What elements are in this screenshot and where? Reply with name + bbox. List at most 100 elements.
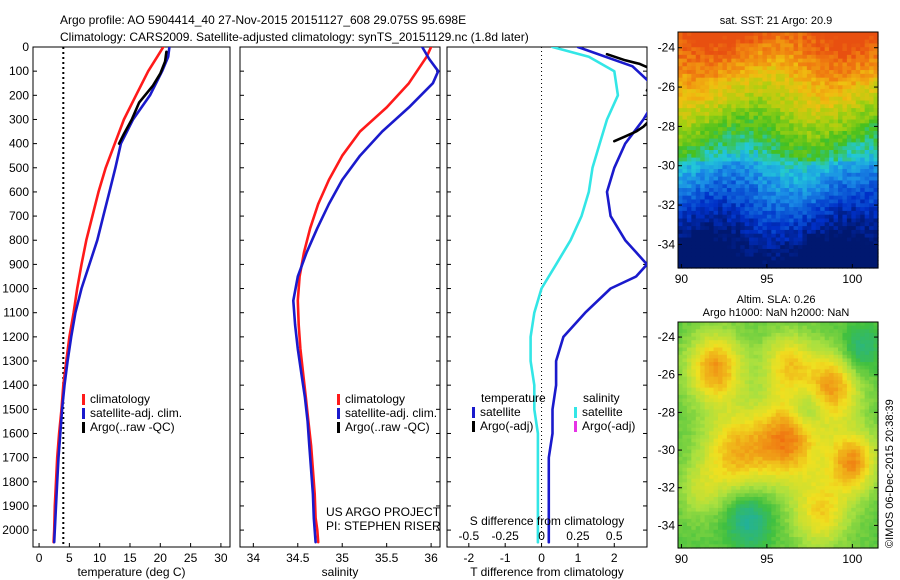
heatmap-cell <box>722 119 728 124</box>
heatmap-cell <box>829 104 835 109</box>
heatmap-cell <box>829 191 835 197</box>
heatmap-cell <box>838 62 844 67</box>
heatmap-cell <box>789 478 795 483</box>
heatmap-cell <box>793 108 799 113</box>
heatmap-cell <box>864 54 870 60</box>
heatmap-cell <box>780 123 786 128</box>
heatmap-cell <box>704 207 710 212</box>
heatmap-cell <box>691 104 697 109</box>
heatmap-cell <box>722 73 728 79</box>
heatmap-cell <box>806 54 812 60</box>
heatmap-cell <box>686 387 692 392</box>
heatmap-cell <box>762 453 768 458</box>
heatmap-cell <box>766 77 772 83</box>
heatmap-cell <box>762 438 768 443</box>
heatmap-cell <box>842 365 848 370</box>
heatmap-cell <box>753 111 759 117</box>
heatmap-cell <box>762 347 768 352</box>
heatmap-cell <box>775 365 781 370</box>
heatmap-cell <box>811 467 817 473</box>
heatmap-cell <box>802 92 808 98</box>
heatmap-cell <box>682 47 688 52</box>
heatmap-cell <box>726 85 732 90</box>
heatmap-cell <box>678 347 684 352</box>
heatmap-cell <box>726 256 732 261</box>
heatmap-cell <box>695 77 701 83</box>
heatmap-cell <box>740 445 746 451</box>
heatmap-cell <box>806 184 812 189</box>
heatmap-cell <box>700 96 706 102</box>
heatmap-cell <box>713 256 719 261</box>
heatmap-cell <box>793 73 799 79</box>
heatmap-cell <box>682 329 688 334</box>
heatmap-cell <box>678 229 684 235</box>
heatmap-cell <box>829 362 835 367</box>
heatmap-cell <box>846 424 852 429</box>
heatmap-cell <box>860 435 866 440</box>
heatmap-cell <box>686 195 692 201</box>
heatmap-cell <box>806 245 812 250</box>
heatmap-cell <box>784 413 790 418</box>
heatmap-cell <box>753 343 759 349</box>
heatmap-cell <box>682 445 688 451</box>
heatmap-cell <box>758 354 764 360</box>
heatmap-cell <box>802 260 808 265</box>
heatmap-cell <box>691 43 697 48</box>
heatmap-cell <box>758 245 764 250</box>
heatmap-cell <box>771 449 777 454</box>
heatmap-cell <box>842 123 848 128</box>
heatmap-cell <box>798 176 804 182</box>
heatmap-cell <box>855 449 861 454</box>
heatmap-cell <box>771 172 777 178</box>
heatmap-cell <box>740 256 746 261</box>
heatmap-cell <box>735 214 741 220</box>
heatmap-cell <box>731 387 737 392</box>
heatmap-cell <box>838 85 844 90</box>
heatmap-cell <box>838 354 844 360</box>
heatmap-cell <box>869 416 875 422</box>
heatmap-cell <box>855 119 861 124</box>
heatmap-cell <box>780 237 786 242</box>
heatmap-cell <box>869 51 875 56</box>
heatmap-cell <box>749 464 755 469</box>
heatmap-cell <box>780 365 786 370</box>
heatmap-cell <box>851 85 857 90</box>
heatmap-cell <box>873 383 879 389</box>
heatmap-cell <box>740 456 746 462</box>
heatmap-cell <box>753 210 759 216</box>
heatmap-cell <box>771 73 777 79</box>
heatmap-cell <box>789 471 795 476</box>
heatmap-cell <box>815 77 821 83</box>
heatmap-cell <box>838 47 844 52</box>
heatmap-cell <box>722 150 728 155</box>
heatmap-cell <box>740 111 746 117</box>
heatmap-cell <box>735 32 741 37</box>
heatmap-cell <box>766 248 772 254</box>
heatmap-cell <box>726 394 732 400</box>
heatmap-cell <box>824 264 830 269</box>
heatmap-cell <box>744 138 750 143</box>
heatmap-cell <box>784 195 790 201</box>
heatmap-cell <box>678 195 684 201</box>
heatmap-cell <box>864 245 870 250</box>
heatmap-cell <box>744 161 750 166</box>
heatmap-cell <box>691 260 697 265</box>
heatmap-cell <box>798 453 804 458</box>
heatmap-cell <box>691 394 697 400</box>
heatmap-cell <box>722 365 728 370</box>
heatmap-cell <box>811 203 817 208</box>
heatmap-cell <box>709 449 715 454</box>
heatmap-cell <box>753 73 759 79</box>
series-line <box>612 121 647 143</box>
heatmap-cell <box>682 362 688 367</box>
heatmap-cell <box>811 119 817 124</box>
heatmap-cell <box>704 336 710 341</box>
heatmap-cell <box>691 416 697 422</box>
heatmap-cell <box>784 445 790 451</box>
heatmap-cell <box>789 362 795 367</box>
heatmap-cell <box>833 210 839 216</box>
heatmap-cell <box>784 176 790 182</box>
heatmap-cell <box>798 195 804 201</box>
heatmap-cell <box>780 47 786 52</box>
heatmap-cell <box>873 394 879 400</box>
